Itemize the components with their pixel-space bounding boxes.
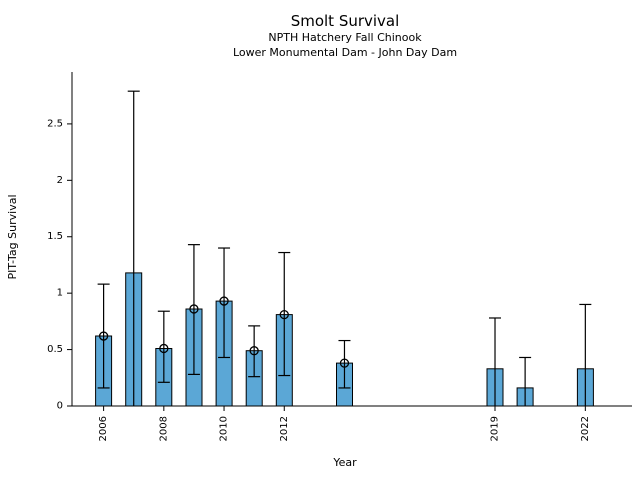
- y-tick-label-2: 2: [57, 175, 63, 186]
- y-tick-label-0: 0: [57, 401, 63, 412]
- axes: [71, 72, 632, 407]
- y-tick-label-1.5: 1.5: [47, 231, 63, 242]
- chart-subtitle-line2: Lower Monumental Dam - John Day Dam: [232, 46, 458, 59]
- x-tick-label-2012: 2012: [279, 416, 290, 441]
- point-marker-2014: [339, 358, 350, 368]
- chart-subtitle-line1: NPTH Hatchery Fall Chinook: [268, 31, 422, 44]
- x-tick-labels: 2006 2008 2010 2012 2019 2022: [98, 406, 591, 441]
- x-axis-label: Year: [333, 456, 357, 469]
- chart-title: Smolt Survival: [290, 12, 400, 30]
- y-tick-label-2.5: 2.5: [47, 118, 63, 129]
- point-marker-2012: [279, 309, 289, 320]
- y-tick-label-0.5: 0.5: [47, 344, 63, 355]
- x-tick-label-2008: 2008: [158, 416, 169, 441]
- point-marker-2008: [159, 343, 169, 354]
- point-marker-2011: [249, 346, 259, 356]
- point-marker-2009: [189, 304, 199, 314]
- y-tick-label-1: 1: [57, 288, 63, 299]
- error-bars: [97, 90, 592, 406]
- point-marker-2010: [219, 296, 229, 306]
- x-tick-label-2019: 2019: [490, 416, 501, 441]
- x-tick-label-2006: 2006: [98, 416, 109, 441]
- point-marker-2006: [98, 331, 109, 341]
- point-markers: [98, 296, 350, 368]
- x-tick-label-2010: 2010: [219, 416, 230, 441]
- x-tick-label-2022: 2022: [580, 416, 591, 441]
- y-tick-labels: 0 0.5 1 1.5 2 2.5: [47, 118, 72, 412]
